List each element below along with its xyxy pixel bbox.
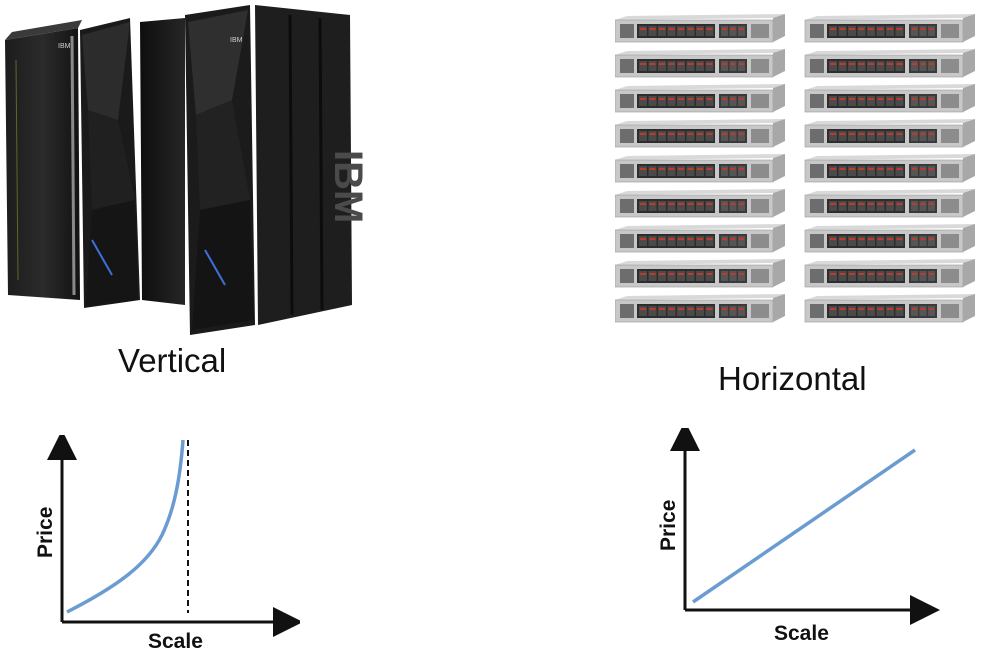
server-unit — [615, 154, 785, 183]
server-unit — [804, 154, 975, 183]
server-unit — [615, 119, 785, 148]
mainframe-image: IBM IBM IBM — [5, 5, 370, 335]
server-unit — [804, 189, 975, 218]
horizontal-scaling-graph: Scale Price — [657, 428, 940, 645]
y-axis-label: Price — [657, 500, 680, 551]
server-unit — [804, 84, 975, 113]
price-line — [692, 448, 916, 604]
ibm-logo-door: IBM — [230, 37, 243, 44]
ibm-logo-left: IBM — [58, 43, 71, 50]
server-unit — [615, 224, 785, 253]
vertical-scaling-graph: Scale Price — [34, 435, 300, 653]
price-curve — [66, 439, 185, 614]
server-unit — [804, 119, 975, 148]
server-unit — [804, 14, 975, 43]
server-unit — [804, 294, 975, 323]
server-unit — [615, 14, 785, 43]
server-unit — [615, 294, 785, 323]
server-unit — [615, 189, 785, 218]
y-axis-label: Price — [34, 507, 57, 558]
server-unit — [804, 224, 975, 253]
server-unit — [615, 259, 785, 288]
server-unit — [615, 84, 785, 113]
server-rack-image — [615, 14, 975, 323]
server-unit — [615, 49, 785, 78]
x-axis-label: Scale — [148, 630, 203, 653]
server-unit — [804, 259, 975, 288]
server-unit — [804, 49, 975, 78]
x-axis-label: Scale — [774, 622, 829, 645]
ibm-logo-side: IBM — [326, 150, 370, 223]
vertical-caption: Vertical — [118, 342, 227, 379]
horizontal-caption: Horizontal — [718, 360, 867, 397]
